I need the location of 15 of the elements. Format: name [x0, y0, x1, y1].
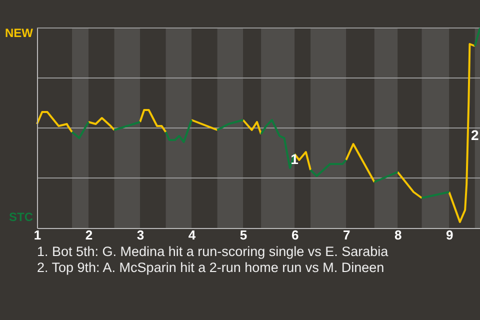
x-tick-label: 1 [34, 228, 42, 242]
x-tick-label: 8 [394, 228, 402, 242]
annotation: 2 [470, 127, 479, 143]
x-tick-label: 9 [446, 228, 454, 242]
text: 1. Bot 5th: G. Medina hit a run-scoring single vs E. Sarabia [37, 244, 388, 260]
text: 2. Top 9th: A. McSparin hit a 2-run home run vs M. Dineen [37, 260, 386, 276]
annotation: 1 [290, 151, 299, 167]
x-tick-label: 7 [342, 228, 350, 242]
x-tick-label: 4 [188, 228, 196, 242]
x-tick-label: 6 [291, 228, 299, 242]
text: NEW [5, 26, 34, 40]
x-tick-label: 5 [240, 228, 248, 242]
text: STC [9, 210, 34, 224]
x-tick-label: 3 [136, 228, 144, 242]
x-tick-label: 2 [85, 228, 93, 242]
